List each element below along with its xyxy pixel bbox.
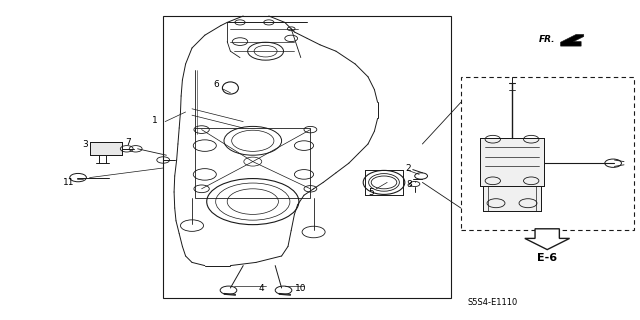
Polygon shape (561, 35, 584, 46)
Bar (163, 16, 451, 298)
Text: 2: 2 (405, 164, 410, 173)
Bar (461, 77, 634, 230)
Bar (480, 138, 544, 186)
Text: 1: 1 (152, 116, 157, 124)
Bar (90, 142, 122, 155)
Bar (483, 186, 541, 211)
Text: 6: 6 (214, 80, 219, 89)
Text: E-6: E-6 (537, 252, 557, 263)
Text: 4: 4 (259, 284, 264, 293)
Text: 5: 5 (369, 188, 374, 197)
Text: S5S4-E1110: S5S4-E1110 (467, 298, 518, 307)
Text: 10: 10 (295, 284, 307, 293)
Text: FR.: FR. (539, 35, 556, 44)
Bar (483, 186, 541, 211)
Text: 3: 3 (83, 140, 88, 149)
Polygon shape (525, 229, 570, 250)
Bar (90, 142, 122, 155)
Bar (195, 128, 310, 198)
Text: 8: 8 (407, 180, 412, 189)
Text: 7: 7 (125, 138, 131, 147)
Text: 11: 11 (63, 178, 75, 187)
Bar (480, 138, 544, 186)
